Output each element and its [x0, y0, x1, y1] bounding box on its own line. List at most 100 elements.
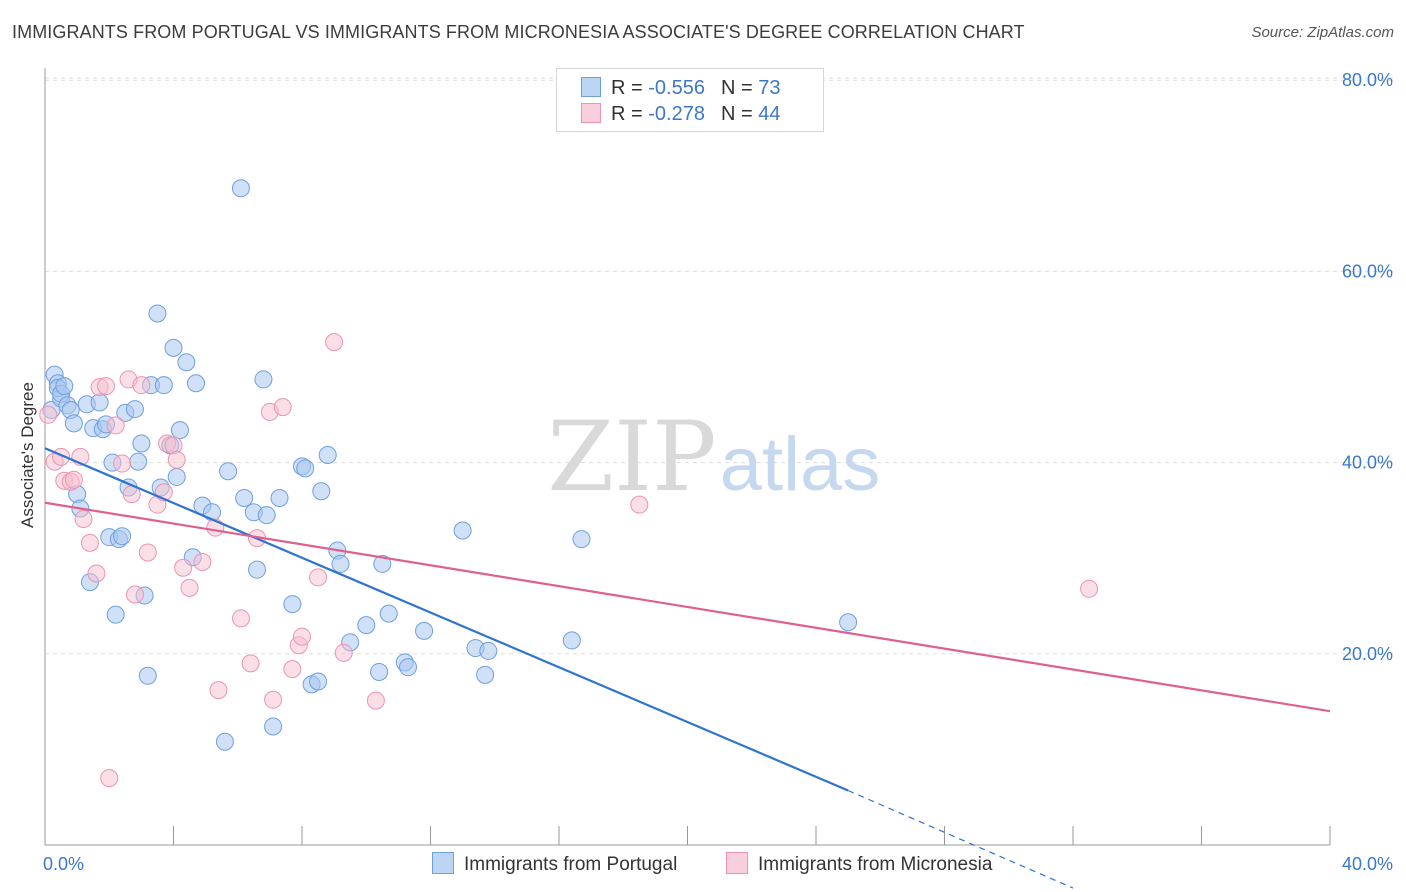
point-micronesia	[87, 564, 106, 583]
point-portugal	[283, 595, 302, 614]
point-portugal	[370, 662, 389, 681]
point-micronesia	[64, 470, 83, 489]
point-micronesia	[630, 495, 649, 514]
bottom-legend-micronesia: Immigrants from Micronesia	[726, 852, 992, 876]
point-portugal	[415, 621, 434, 640]
point-portugal	[167, 467, 186, 486]
point-portugal	[55, 377, 74, 396]
point-micronesia	[97, 377, 116, 396]
point-portugal	[90, 393, 109, 412]
point-portugal	[248, 560, 267, 579]
point-micronesia	[100, 769, 119, 788]
x-tick-label: 0.0%	[43, 854, 84, 874]
point-micronesia	[74, 510, 93, 529]
legend-r-label: R =	[611, 77, 643, 99]
y-tick-label: 40.0%	[1342, 453, 1393, 473]
y-tick-label: 20.0%	[1342, 644, 1393, 664]
point-micronesia	[106, 416, 125, 435]
point-micronesia	[273, 398, 292, 417]
point-micronesia	[325, 333, 344, 352]
point-portugal	[125, 400, 144, 419]
watermark-zip: ZIP	[547, 401, 716, 513]
series-micronesia-points	[39, 333, 1099, 788]
legend-n-value-portugal: 73	[758, 77, 781, 99]
point-portugal	[164, 338, 183, 357]
bottom-legend-swatch-portugal	[432, 852, 454, 874]
point-micronesia	[132, 376, 151, 395]
legend-n-value-micronesia: 44	[758, 103, 781, 125]
y-axis-title: Associate's Degree	[18, 382, 37, 528]
point-micronesia	[39, 405, 58, 424]
y-tick-label: 80.0%	[1342, 70, 1393, 90]
legend-row-micronesia: R = -0.278 N = 44	[581, 103, 780, 127]
point-micronesia	[231, 609, 250, 628]
point-portugal	[399, 658, 418, 677]
point-micronesia	[193, 553, 212, 572]
point-micronesia	[138, 543, 157, 562]
point-portugal	[331, 554, 350, 573]
point-portugal	[453, 521, 472, 540]
bottom-legend-portugal: Immigrants from Portugal	[432, 852, 677, 876]
point-portugal	[839, 613, 858, 632]
point-micronesia	[113, 454, 132, 473]
point-portugal	[312, 482, 331, 501]
chart-title: IMMIGRANTS FROM PORTUGAL VS IMMIGRANTS F…	[12, 22, 1025, 42]
watermark: ZIP atlas	[547, 401, 880, 513]
point-micronesia	[334, 643, 353, 662]
point-portugal	[309, 672, 328, 691]
point-portugal	[215, 732, 234, 751]
point-portugal	[476, 665, 495, 684]
point-micronesia	[264, 690, 283, 709]
point-micronesia	[366, 691, 385, 710]
legend-swatch-portugal	[581, 77, 601, 97]
point-portugal	[129, 452, 148, 471]
point-portugal	[318, 445, 337, 464]
tick-labels: 20.0% 40.0% 60.0% 80.0% 0.0% 40.0%	[43, 70, 1393, 874]
trend-line-micronesia	[44, 501, 1331, 713]
grid-lines	[45, 77, 1393, 655]
point-portugal	[170, 421, 189, 440]
point-portugal	[379, 604, 398, 623]
bottom-legend-swatch-micronesia	[726, 852, 748, 874]
legend-r-label: R =	[611, 103, 643, 125]
stats-legend: R = -0.556 N = 73 R = -0.278 N = 44	[556, 68, 824, 132]
source-label: Source: ZipAtlas.com	[1251, 24, 1394, 41]
point-portugal	[572, 530, 591, 549]
point-portugal	[106, 605, 125, 624]
point-portugal	[257, 506, 276, 525]
point-portugal	[373, 554, 392, 573]
trend-line-portugal-extension	[847, 789, 1074, 889]
point-micronesia	[309, 568, 328, 587]
bottom-legend-label-portugal: Immigrants from Portugal	[464, 854, 678, 875]
point-micronesia	[167, 450, 186, 469]
point-micronesia	[209, 681, 228, 700]
point-portugal	[296, 459, 315, 478]
point-portugal	[219, 462, 238, 481]
point-portugal	[113, 527, 132, 546]
legend-r-value-portugal: -0.556	[648, 77, 705, 99]
point-portugal	[138, 666, 157, 685]
point-portugal	[132, 434, 151, 453]
point-portugal	[270, 488, 289, 507]
point-portugal	[264, 717, 283, 736]
point-portugal	[64, 414, 83, 433]
point-portugal	[177, 353, 196, 372]
point-portugal	[186, 374, 205, 393]
point-portugal	[154, 376, 173, 395]
point-portugal	[254, 370, 273, 389]
point-portugal	[562, 631, 581, 650]
point-micronesia	[125, 585, 144, 604]
point-micronesia	[80, 533, 99, 552]
x-tick-label: 40.0%	[1342, 854, 1393, 874]
point-portugal	[357, 616, 376, 635]
legend-n-label: N =	[720, 103, 753, 125]
point-micronesia	[1080, 579, 1099, 598]
trend-line-portugal	[44, 447, 849, 792]
axes	[44, 68, 1331, 846]
point-micronesia	[174, 558, 193, 577]
point-micronesia	[180, 578, 199, 597]
point-portugal	[231, 179, 250, 198]
point-micronesia	[241, 654, 260, 673]
watermark-atlas: atlas	[720, 422, 881, 507]
